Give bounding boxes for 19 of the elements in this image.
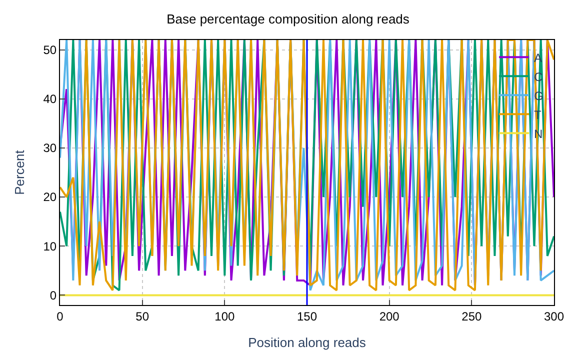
legend-label: A <box>534 50 542 65</box>
x-tick-label: 250 <box>462 309 482 324</box>
legend-label: G <box>534 88 544 103</box>
y-tick-label: 40 <box>43 92 57 106</box>
legend-label: C <box>534 70 544 84</box>
x-tick-label: 150 <box>296 309 318 324</box>
y-tick-label: 30 <box>43 141 57 156</box>
x-tick-label: 100 <box>214 309 235 324</box>
x-tick-label: 300 <box>544 309 564 324</box>
y-tick-label: 0 <box>50 288 57 302</box>
y-tick-label: 50 <box>43 43 57 58</box>
y-axis-title: Percent <box>12 150 28 195</box>
legend-label: T <box>534 108 542 122</box>
y-tick-label: 10 <box>43 239 57 254</box>
y-tick-label: 20 <box>43 190 57 204</box>
x-tick-label: 200 <box>379 309 400 324</box>
x-tick-label: 50 <box>136 309 150 324</box>
chart-title: Base percentage composition along reads <box>166 12 410 26</box>
x-axis-title: Position along reads <box>248 335 366 350</box>
